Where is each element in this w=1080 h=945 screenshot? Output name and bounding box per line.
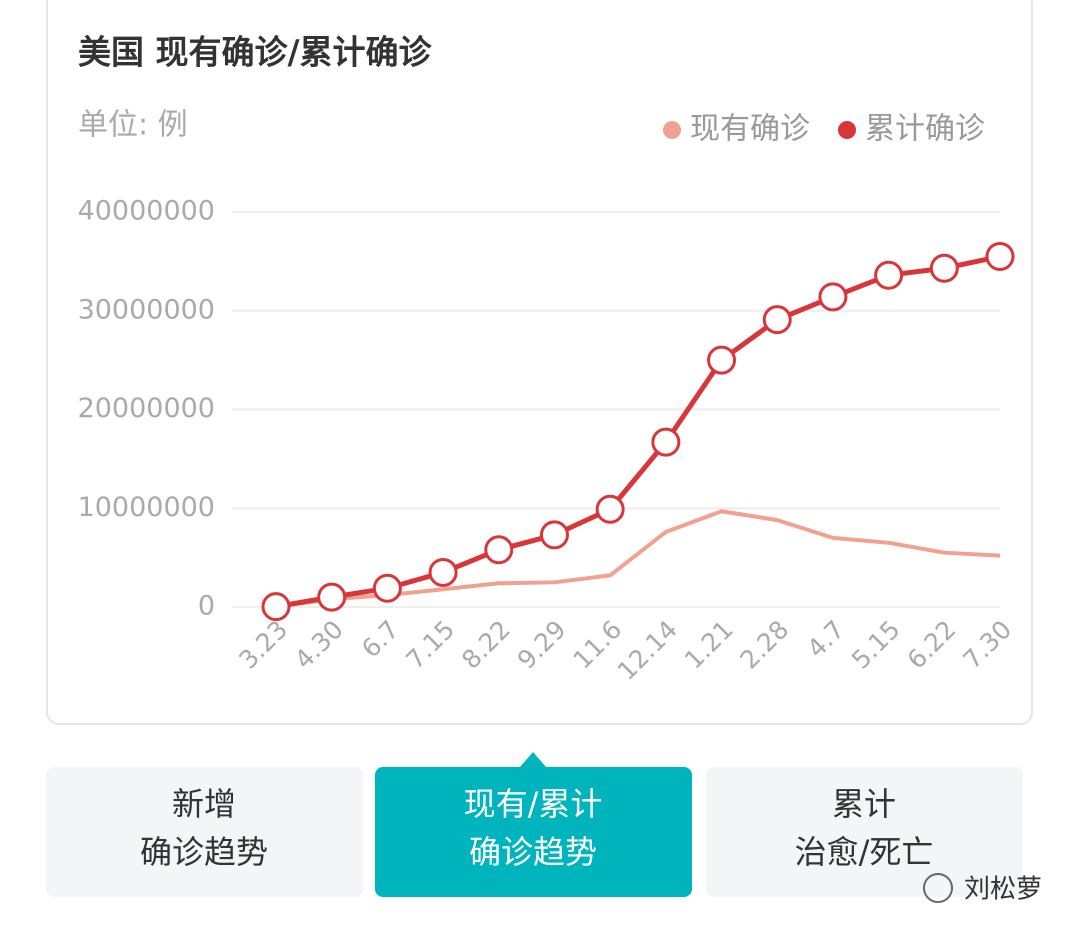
tab-button[interactable] <box>375 767 692 897</box>
y-tick-label: 0 <box>198 591 215 622</box>
point-marker <box>317 582 347 612</box>
tab-caret <box>520 752 546 767</box>
tab-label[interactable]: 新增 <box>172 785 236 823</box>
tab-label[interactable]: 累计 <box>832 785 896 823</box>
watermark: 刘松萝 <box>923 873 1042 905</box>
legend-marker <box>663 121 681 139</box>
y-tick-label: 40000000 <box>78 196 215 227</box>
tab-label[interactable]: 治愈/死亡 <box>795 833 934 871</box>
chart-title: 美国 现有确诊/累计确诊 <box>78 33 433 72</box>
point-marker <box>651 427 681 457</box>
legend-label: 现有确诊 <box>690 112 810 147</box>
point-marker <box>484 535 514 565</box>
point-marker <box>874 260 904 290</box>
tab-button[interactable] <box>706 767 1023 897</box>
legend-label: 累计确诊 <box>865 112 985 147</box>
chart-card <box>46 0 1033 725</box>
point-marker <box>595 494 625 524</box>
point-marker <box>707 345 737 375</box>
y-tick-label: 30000000 <box>78 294 215 325</box>
point-marker <box>929 253 959 283</box>
y-tick-label: 20000000 <box>78 393 215 424</box>
legend-marker <box>838 121 856 139</box>
unit-label: 单位: 例 <box>78 108 188 143</box>
watermark-icon <box>923 873 953 903</box>
watermark-text: 刘松萝 <box>964 875 1042 905</box>
tab-label[interactable]: 确诊趋势 <box>140 833 268 871</box>
point-marker <box>372 573 402 603</box>
point-marker <box>428 557 458 587</box>
y-tick-label: 10000000 <box>78 492 215 523</box>
point-marker <box>985 241 1015 271</box>
point-marker <box>818 282 848 312</box>
tab-label[interactable]: 现有/累计 <box>464 785 603 823</box>
tab-button[interactable] <box>46 767 363 897</box>
point-marker <box>261 592 291 622</box>
point-marker <box>762 305 792 335</box>
tab-label[interactable]: 确诊趋势 <box>469 833 597 871</box>
point-marker <box>539 520 569 550</box>
